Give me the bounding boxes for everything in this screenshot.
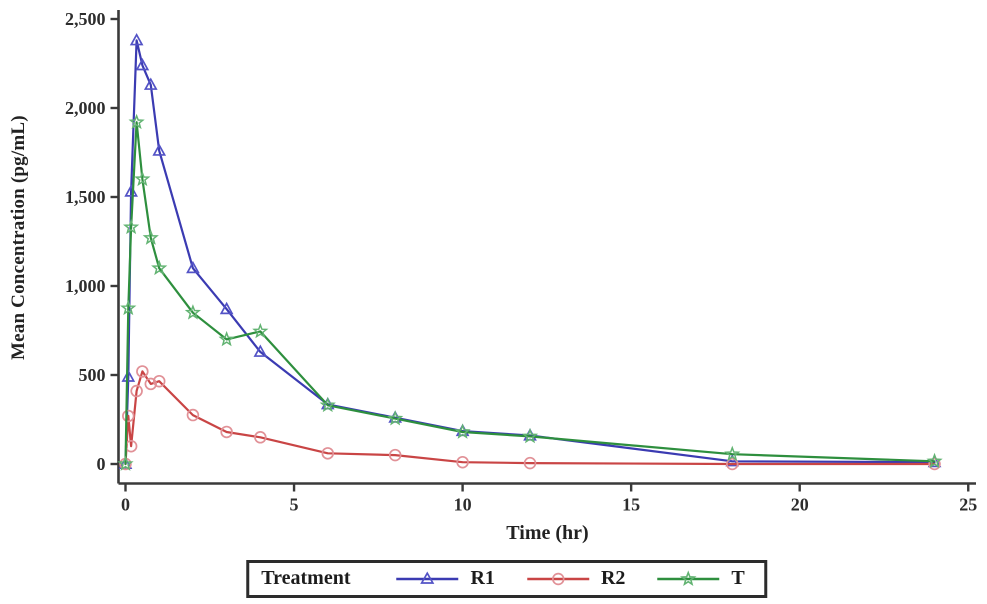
data-point-T <box>151 259 168 276</box>
y-tick-label: 1,000 <box>65 276 106 296</box>
data-point-T <box>120 299 137 316</box>
legend-box: Treatment R1 R2 T <box>246 560 768 598</box>
y-tick-label: 2,000 <box>65 98 106 118</box>
data-point-R2 <box>456 455 469 469</box>
legend-label-t: T <box>731 567 745 589</box>
data-point-T <box>128 113 145 130</box>
data-point-R2 <box>726 457 739 471</box>
data-point-R2 <box>254 431 267 444</box>
data-point-R1 <box>219 301 234 315</box>
x-tick-label: 15 <box>622 495 640 515</box>
data-point-R1 <box>143 77 158 90</box>
data-point-R1 <box>186 260 200 274</box>
legend-item-r2: R2 <box>525 567 625 590</box>
data-point-T <box>724 445 741 462</box>
data-point-T <box>218 330 235 347</box>
data-point-T <box>521 427 539 444</box>
data-point-T <box>142 229 159 245</box>
legend-item-r1: R1 <box>394 567 495 590</box>
legend-item-t: T <box>655 567 745 590</box>
data-point-R2 <box>122 409 135 423</box>
data-point-R1 <box>129 32 144 46</box>
data-point-R2 <box>220 425 233 439</box>
x-tick-label: 5 <box>290 495 299 515</box>
data-point-T <box>123 218 140 235</box>
data-point-T <box>117 455 134 471</box>
y-tick-label: 500 <box>79 365 106 385</box>
data-point-R1 <box>118 456 133 470</box>
legend-label-r1: R1 <box>470 567 495 589</box>
y-tick-label: 2,500 <box>65 9 106 29</box>
data-point-R1 <box>253 344 268 357</box>
data-point-R1 <box>135 57 150 71</box>
series-line-R2 <box>124 370 936 466</box>
data-point-T <box>134 170 151 187</box>
series-line-T <box>124 121 936 466</box>
x-axis-title: Time (hr) <box>506 522 589 544</box>
data-point-R2 <box>388 448 402 462</box>
data-point-R2 <box>152 374 166 388</box>
data-point-R2 <box>928 457 941 471</box>
data-point-R2 <box>130 384 143 398</box>
data-point-T <box>454 423 471 439</box>
data-point-R2 <box>136 365 149 378</box>
x-tick-label: 25 <box>959 495 977 515</box>
legend-title: Treatment <box>261 567 351 589</box>
data-point-T <box>184 304 202 320</box>
data-point-R1 <box>725 453 740 467</box>
data-point-R1 <box>152 143 167 156</box>
y-tick-label: 0 <box>97 454 106 474</box>
data-point-T <box>319 396 336 413</box>
data-point-R1 <box>121 369 136 382</box>
r1-line-triangle-icon <box>396 570 459 584</box>
x-tick-label: 10 <box>454 495 472 515</box>
t-line-star-icon <box>657 569 720 586</box>
data-point-R2 <box>321 447 335 460</box>
r2-line-circle-icon <box>526 572 589 585</box>
x-tick-label: 0 <box>121 495 130 515</box>
y-tick-label: 1,500 <box>65 187 106 207</box>
data-point-T <box>926 452 943 469</box>
series-line-R1 <box>124 39 936 466</box>
data-point-T <box>387 410 404 426</box>
data-point-R2 <box>144 377 158 391</box>
data-point-T <box>252 322 269 339</box>
x-tick-label: 20 <box>791 495 809 515</box>
data-point-R2 <box>523 456 537 470</box>
legend-label-r2: R2 <box>600 567 626 589</box>
data-point-R2 <box>186 408 200 422</box>
